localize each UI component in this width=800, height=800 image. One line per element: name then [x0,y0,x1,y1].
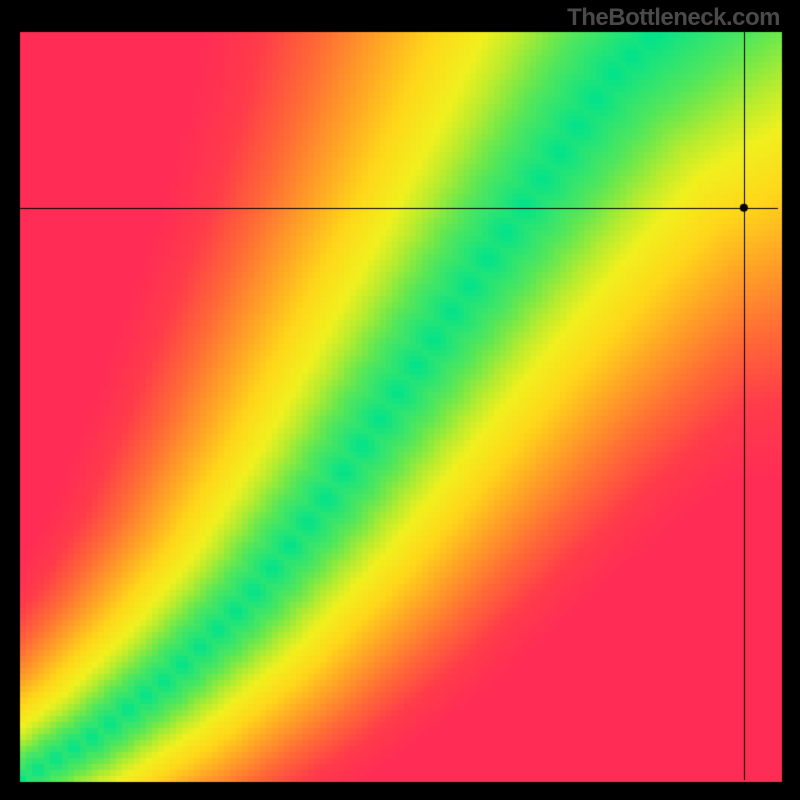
chart-container: TheBottleneck.com [0,0,800,800]
watermark-title: TheBottleneck.com [567,4,780,32]
bottleneck-heatmap [0,0,800,800]
